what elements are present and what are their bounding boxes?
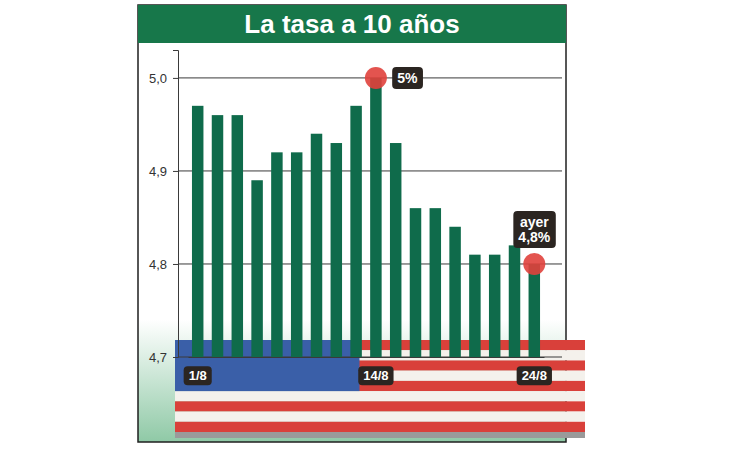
annotations: 5% ayer4,8% bbox=[365, 67, 556, 275]
flag-shadow bbox=[175, 432, 585, 438]
x-tick: 14/8 bbox=[358, 366, 393, 385]
annotation-box bbox=[392, 67, 423, 89]
highlight-dot bbox=[365, 67, 387, 89]
x-tick-label: 1/8 bbox=[189, 368, 207, 383]
bar bbox=[291, 152, 302, 357]
annotation-text: ayer bbox=[520, 214, 549, 230]
bar bbox=[449, 227, 460, 357]
annotation-text: 5% bbox=[397, 70, 418, 86]
y-tick: 4,8 bbox=[149, 257, 178, 272]
x-axis: 1/8 14/8 24/8 bbox=[184, 358, 552, 386]
y-tick-mark bbox=[173, 78, 178, 79]
y-tick-label: 5,0 bbox=[149, 71, 167, 86]
bar bbox=[370, 78, 381, 357]
bar bbox=[212, 115, 223, 357]
x-tick-label: 14/8 bbox=[363, 368, 388, 383]
bar bbox=[509, 245, 520, 357]
x-tick-label-box bbox=[517, 366, 552, 385]
bar bbox=[469, 255, 480, 357]
y-tick-mark bbox=[173, 171, 178, 172]
title: La tasa a 10 años bbox=[244, 9, 459, 39]
title-band bbox=[138, 5, 566, 43]
annotation: ayer4,8% bbox=[513, 211, 555, 248]
x-tick-label: 24/8 bbox=[522, 368, 547, 383]
bar bbox=[271, 152, 282, 357]
x-tick: 1/8 bbox=[184, 366, 212, 385]
x-tick-label-box bbox=[358, 366, 393, 385]
x-tick-label-box bbox=[184, 366, 212, 385]
bar bbox=[390, 143, 401, 357]
highlight-dot bbox=[523, 253, 545, 275]
y-axis: 4,7 4,8 4,9 5,0 bbox=[149, 51, 179, 365]
bars bbox=[192, 78, 540, 357]
y-tick-label: 4,8 bbox=[149, 257, 167, 272]
flag-stripe bbox=[175, 401, 585, 411]
bar bbox=[410, 208, 421, 357]
bar bbox=[529, 264, 540, 357]
annotation-text: 4,8% bbox=[518, 229, 550, 245]
annotation: 5% bbox=[392, 67, 423, 89]
y-tick-mark bbox=[173, 264, 178, 265]
flag-stripe bbox=[175, 391, 585, 401]
y-tick-label: 4,9 bbox=[149, 164, 167, 179]
flag-stripe bbox=[175, 412, 585, 422]
bar bbox=[350, 106, 361, 357]
bar bbox=[430, 208, 441, 357]
y-tick: 4,7 bbox=[149, 350, 178, 365]
chart: La tasa a 10 años 4,7 4,8 4,9 5,0 1/8 14/8 24/8… bbox=[0, 0, 730, 460]
bar bbox=[311, 134, 322, 357]
bar bbox=[331, 143, 342, 357]
bar bbox=[251, 180, 262, 357]
bar bbox=[232, 115, 243, 357]
y-tick: 4,9 bbox=[149, 164, 178, 179]
bar bbox=[489, 255, 500, 357]
y-axis-line bbox=[173, 51, 179, 358]
x-tick: 24/8 bbox=[517, 366, 552, 385]
y-tick: 5,0 bbox=[149, 71, 178, 86]
bar bbox=[192, 106, 203, 357]
grid bbox=[178, 78, 562, 357]
flag-stripe bbox=[175, 422, 585, 432]
annotation-box bbox=[513, 211, 555, 248]
y-tick-mark bbox=[173, 357, 178, 358]
x-axis-line bbox=[189, 357, 545, 358]
y-tick-label: 4,7 bbox=[149, 350, 167, 365]
